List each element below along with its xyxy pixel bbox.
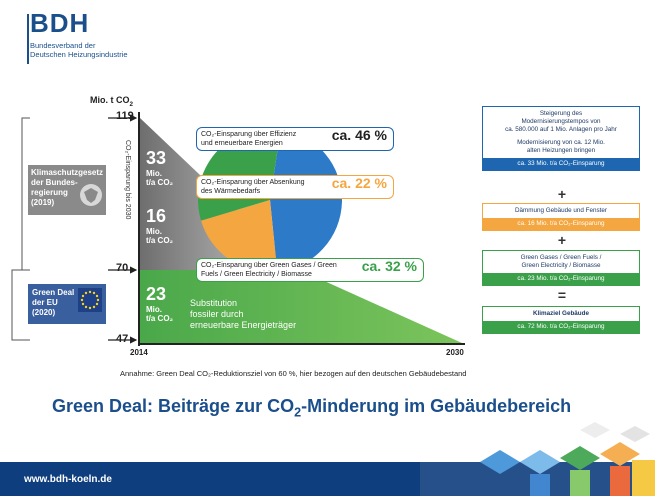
value-33-unit1: Mio. [146, 169, 162, 178]
rb0-foot: ca. 33 Mio. t/a CO₂-Einsparung [483, 158, 639, 170]
callout-heatdemand: CO₂-Einsparung über Absenkung des Wärmeb… [196, 175, 394, 199]
rb0-l5: Modernisierung von ca. 12 Mio. [517, 139, 605, 146]
decorative-cubes [420, 422, 655, 496]
rb2-l1: Green Gases / Green Fuels / [520, 254, 602, 261]
remaining-wedge [140, 270, 462, 343]
value-33: 33 Mio. t/a CO₂ [146, 148, 173, 187]
right-box-modernisation: Steigerung des Modernisierungstempos von… [482, 106, 640, 171]
axis-unit-sub: 2 [129, 100, 134, 108]
substitution-line3: erneuerbare Energieträger [190, 320, 297, 330]
value-16-unit2: t/a CO₂ [146, 236, 174, 245]
logo-sub-line2: Deutschen Heizungsindustrie [30, 50, 128, 59]
callout-greengases-l2: Fuels / Green Electricity / Biomasse [201, 271, 312, 278]
callout-efficiency-l1: CO₂-Einsparung über Effizienz [201, 131, 297, 138]
klima-line1: Klimaschutzgesetz [31, 168, 104, 177]
greendeal-line3: (2020) [32, 308, 56, 317]
callout-greengases-l1: CO₂-Einsparung über Green Gases / Green [201, 262, 337, 269]
headline: Green Deal: Beiträge zur CO2-Minderung i… [52, 396, 571, 420]
pie-slice-heatdemand [201, 200, 278, 273]
eu-stars-icon [78, 288, 102, 312]
footer-bar [0, 462, 420, 496]
right-box-target-body: Klimaziel Gebäude [483, 307, 639, 321]
operator-plus-2: + [557, 232, 567, 248]
pie-slice-efficiency [270, 128, 343, 272]
callout-heatdemand-pct: ca. 22 % [331, 175, 387, 191]
value-23-unit1: Mio. [146, 305, 162, 314]
tick-label-47: 47 [116, 333, 129, 345]
callout-efficiency: CO₂-Einsparung über Effizienz und erneue… [196, 127, 394, 151]
value-23-num: 23 [146, 284, 167, 304]
right-box-target: Klimaziel Gebäude ca. 72 Mio. t/a CO₂-Ei… [482, 306, 640, 334]
right-box-modernisation-body: Steigerung des Modernisierungstempos von… [483, 107, 639, 158]
right-box-greengases: Green Gases / Green Fuels / Green Electr… [482, 250, 640, 286]
headline-part1: Green Deal: Beiträge zur CO [52, 396, 295, 416]
rb0-l2: Modernisierungstempos von [521, 118, 601, 125]
callout-heatdemand-l1: CO₂-Einsparung über Absenkung [201, 179, 305, 186]
vertical-axis-label: CO₂-Einsparung bis 2030 [124, 140, 131, 220]
rb2-l2: Green Electricity / Biomasse [521, 262, 601, 269]
value-23-unit2: t/a CO₂ [146, 314, 174, 323]
callout-efficiency-l2: und erneuerbare Energien [201, 140, 283, 147]
callout-greengases: CO₂-Einsparung über Green Gases / Green … [196, 258, 424, 282]
axis-unit-text: Mio. t CO [90, 95, 130, 105]
rb0-l3: ca. 580.000 auf 1 Mio. Anlagen pro Jahr [505, 126, 617, 133]
rb1-foot: ca. 16 Mio. t/a CO₂-Einsparung [483, 218, 639, 230]
substitution-line2: fossiler durch [190, 309, 244, 319]
logo-bdh: BDH [30, 8, 90, 38]
value-16: 16 Mio. t/a CO₂ [146, 206, 173, 245]
value-33-num: 33 [146, 148, 167, 168]
bracket-greendeal [11, 269, 30, 341]
assumption-note: Annahme: Green Deal CO₂-Reduktionsziel v… [120, 369, 467, 378]
footer-url[interactable]: www.bdh-koeln.de [24, 474, 112, 485]
headline-part2: -Minderung im Gebäudebereich [301, 396, 572, 416]
logo-sub-line1: Bundesverband der [30, 41, 96, 50]
klima-line4: (2019) [31, 198, 55, 207]
rb2-foot: ca. 23 Mio. t/a CO₂-Einsparung [483, 273, 639, 285]
year-2014: 2014 [130, 348, 148, 357]
callout-heatdemand-l2: des Wärmebedarfs [201, 188, 261, 195]
eagle-icon [80, 184, 102, 206]
value-23: 23 Mio. t/a CO₂ [146, 284, 173, 323]
greendeal-line2: der EU [32, 298, 58, 307]
callout-efficiency-pct: ca. 46 % [331, 127, 387, 143]
right-box-greengases-body: Green Gases / Green Fuels / Green Electr… [483, 251, 639, 273]
rb0-l1: Steigerung des [539, 110, 583, 117]
headline-sub: 2 [294, 405, 302, 420]
tick-label-119: 119 [116, 110, 134, 122]
value-16-num: 16 [146, 206, 167, 226]
substitution-line1: Substitution [190, 298, 238, 308]
axis-unit-label: Mio. t CO2 [90, 95, 133, 108]
operator-plus-1: + [557, 186, 567, 202]
substitution-text: Substitution fossiler durch erneuerbare … [190, 298, 296, 331]
value-16-unit1: Mio. [146, 227, 162, 236]
rb0-l6: alten Heizungen bringen [526, 147, 596, 154]
tick-label-70: 70 [116, 262, 129, 274]
value-33-unit2: t/a CO₂ [146, 178, 174, 187]
rb3-foot: ca. 72 Mio. t/a CO₂-Einsparung [483, 321, 639, 333]
logo-bar [27, 14, 29, 64]
logo-subtitle: Bundesverband der Deutschen Heizungsindu… [30, 41, 128, 59]
year-2030: 2030 [446, 348, 464, 357]
klima-line3: regierung [31, 188, 68, 197]
rb3-l1: Klimaziel Gebäude [533, 310, 589, 317]
right-box-insulation: Dämmung Gebäude und Fenster ca. 16 Mio. … [482, 203, 640, 231]
klima-line2: der Bundes- [31, 178, 78, 187]
right-box-insulation-body: Dämmung Gebäude und Fenster [483, 204, 639, 218]
greendeal-line1: Green Deal [32, 288, 75, 297]
operator-equals: = [557, 287, 567, 303]
callout-greengases-pct: ca. 32 % [361, 258, 417, 274]
rb1-l1: Dämmung Gebäude und Fenster [514, 207, 608, 214]
